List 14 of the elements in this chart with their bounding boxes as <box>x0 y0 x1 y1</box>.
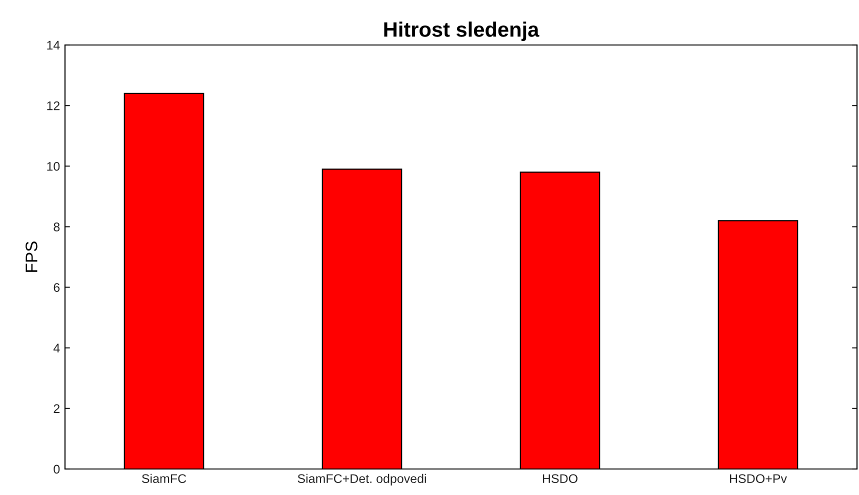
y-tick-label: 2 <box>54 404 60 413</box>
y-tick-label: 4 <box>53 344 60 352</box>
y-tick-label: 6 <box>54 283 60 292</box>
x-tick-label: HSDO <box>542 474 578 484</box>
x-tick-label: SiamFC <box>142 474 186 484</box>
y-tick-label: 14 <box>47 40 60 50</box>
y-tick-label: 10 <box>47 162 60 171</box>
y-axis-title: FPS <box>26 242 38 272</box>
x-tick-label: SiamFC+Det. odpovedi <box>298 474 426 486</box>
y-tick-label: 0 <box>54 464 60 474</box>
x-tick-label: HSDO+Pv <box>730 474 787 484</box>
y-tick-label: 8 <box>54 222 60 232</box>
chart-title: Hitrost sledenja <box>384 22 540 41</box>
y-tick-label: 12 <box>47 101 60 110</box>
